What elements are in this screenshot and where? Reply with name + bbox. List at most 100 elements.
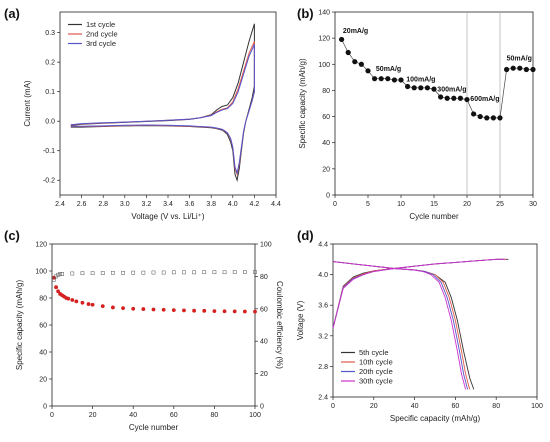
y2-tick-label: 20 (260, 371, 268, 378)
x-tick-label: 40 (411, 403, 419, 410)
capacity-point (418, 85, 424, 91)
y2-tick-label: 40 (260, 339, 268, 346)
capacity-point (358, 61, 364, 67)
x-tick-label: 3.4 (163, 201, 173, 208)
capacity-point (438, 94, 444, 100)
discharge-curve-2 (332, 261, 471, 390)
legend-entry: 2nd cycle (86, 30, 118, 39)
y-tick-label: 0.2 (45, 60, 55, 67)
efficiency-point (232, 270, 237, 274)
x-tick-label: 3.0 (120, 201, 130, 208)
y-axis-label: Current (mA) (23, 80, 32, 127)
y-tick-label: 140 (318, 10, 330, 17)
efficiency-point (192, 270, 196, 275)
capacity-point (202, 308, 207, 313)
capacity-point (131, 306, 136, 311)
x-tick-label: 20 (370, 403, 378, 410)
y-tick-label: 0 (326, 193, 330, 200)
panel-b: (b) 0 5 10 15 20 25 30 0 20 40 60 80 100 120 140 Cycle n… (297, 6, 537, 221)
capacity-point (80, 300, 85, 305)
efficiency-point (222, 270, 227, 275)
capacity-point (378, 76, 384, 82)
y-tick-label: 2.8 (318, 364, 328, 371)
capacity-point (100, 304, 105, 308)
legend-entry: 1st cycle (86, 20, 115, 29)
y-tick-label: 120 (318, 36, 330, 43)
capacity-point (141, 307, 146, 311)
discharge-curve-3 (332, 261, 469, 390)
capacity-point (530, 66, 536, 73)
capacity-point (171, 308, 176, 313)
panel-label: (d) (297, 228, 314, 243)
x-tick-label: 80 (492, 403, 500, 410)
capacity-point (391, 77, 397, 83)
y-tick-label: 3.2 (318, 333, 328, 340)
capacity-point (523, 66, 530, 73)
y-tick-label: 20 (39, 377, 47, 384)
y-tick-label: 20 (322, 166, 330, 173)
efficiency-point (131, 270, 136, 275)
capacity-point (471, 111, 477, 117)
capacity-point (411, 85, 417, 91)
y2-tick-label: 0 (260, 404, 264, 411)
charge-curve-2 (332, 258, 507, 329)
x-tick-label: 15 (430, 201, 438, 208)
charge-curve-4 (332, 258, 505, 329)
efficiency-point (243, 270, 247, 274)
capacity-point (490, 115, 496, 121)
capacity-point (111, 305, 115, 310)
plot-frame (334, 11, 534, 196)
y-tick-label: 0.1 (45, 89, 55, 96)
y-tick-label: 80 (39, 296, 47, 303)
capacity-point (151, 307, 156, 312)
plot-frame (51, 243, 256, 407)
series-line-2 (70, 41, 255, 177)
rate-annotation: 100mA/g (406, 76, 435, 83)
capacity-point (161, 307, 166, 312)
legend-entry: 3rd cycle (86, 39, 116, 48)
efficiency-point (52, 277, 56, 282)
x-tick-label: 20 (89, 412, 97, 419)
y-tick-label: 40 (322, 140, 330, 147)
x-axis-label: Voltage (V vs. Li/Li⁺) (131, 212, 204, 221)
x-tick-label: 60 (452, 403, 460, 410)
panel-label: (c) (4, 228, 20, 243)
y-tick-label: 40 (39, 350, 47, 357)
capacity-point (372, 76, 378, 82)
x-axis-label: Specific capacity (mAh/g) (390, 414, 481, 423)
charge-curve-1 (332, 258, 509, 329)
capacity-point (232, 309, 237, 314)
charge-curve-3 (332, 258, 505, 329)
panel-a: (a) 2.4 2.6 2.8 3.0 3.2 3.4 3.6 3.8 4.0 4.2 4.4 -0.2… (4, 6, 281, 221)
capacity-point (431, 86, 437, 92)
x-tick-label: 4.2 (250, 201, 260, 208)
efficiency-point (141, 270, 146, 275)
x-tick-label: 2.4 (55, 201, 65, 208)
legend-entry: 30th cycle (359, 377, 393, 386)
capacity-point (192, 308, 197, 313)
efficiency-point (100, 271, 105, 275)
capacity-point (352, 59, 358, 65)
capacity-point (504, 66, 510, 73)
rate-annotation: 50mA/g (376, 66, 401, 73)
efficiency-point (202, 270, 207, 275)
series-line-3 (70, 44, 255, 175)
x-axis-label: Cycle number (129, 423, 179, 432)
y-tick-label: 80 (322, 88, 330, 95)
efficiency-point (121, 270, 125, 275)
legend-entry: 10th cycle (359, 358, 393, 367)
y-axis-label: Specific capacity (mAh/g) (298, 58, 307, 149)
capacity-point (86, 302, 91, 306)
y-tick-label: -0.2 (43, 178, 55, 185)
x-tick-label: 3.8 (206, 201, 216, 208)
x-tick-label: 25 (496, 201, 504, 208)
capacity-point (451, 95, 457, 101)
capacity-point (253, 309, 257, 314)
x-tick-label: 30 (529, 201, 537, 208)
rate-annotation: 600mA/g (470, 96, 499, 103)
y-tick-label: 2.4 (318, 395, 328, 402)
y-tick-label: 60 (39, 323, 47, 330)
capacity-point (464, 96, 470, 103)
